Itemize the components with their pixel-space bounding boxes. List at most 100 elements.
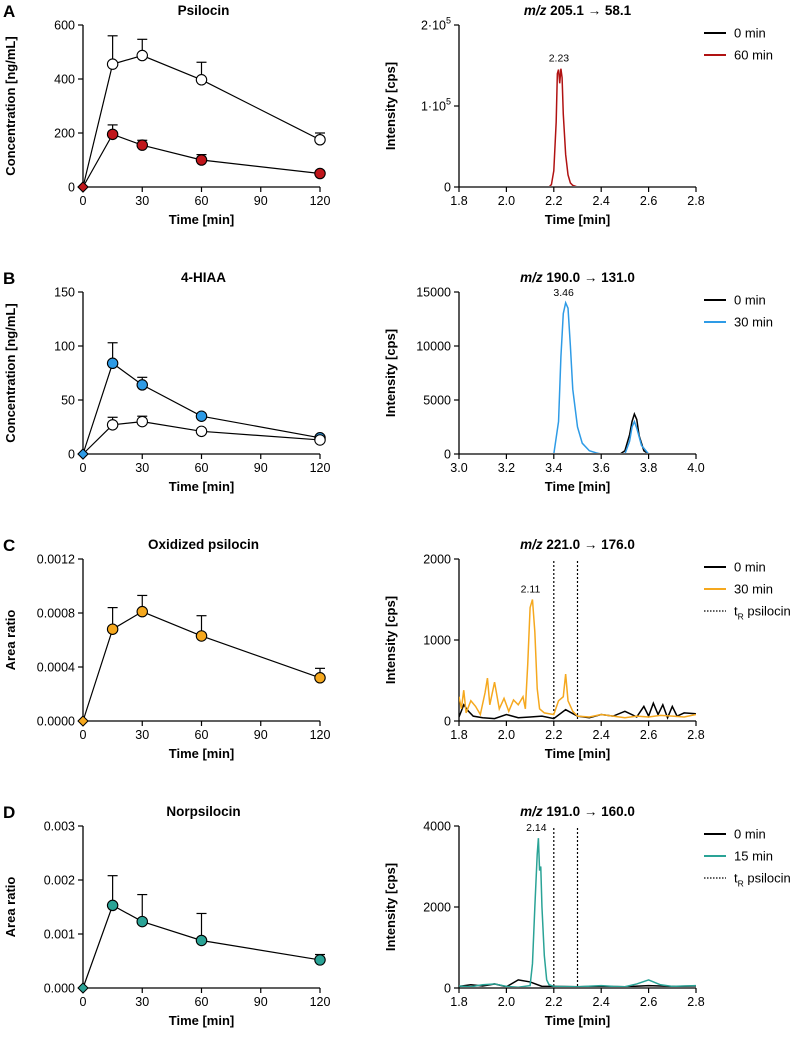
title-mz: m/z: [520, 270, 543, 285]
x-tick-label: 2.8: [687, 728, 704, 742]
x-axis-label: Time [min]: [169, 479, 235, 494]
data-point: [314, 134, 326, 146]
legend-text: 0 min: [734, 26, 766, 41]
y-tick-label: 0.0000: [37, 715, 75, 729]
y-tick-label: 1·105: [421, 97, 451, 114]
series-filled: [77, 594, 326, 727]
data-point: [195, 154, 208, 166]
panel-D-chromatogram: m/z 191.0 → 160.0 1.8 2.0 2.2 2.4 2.6 2.8 0 2000…: [383, 804, 791, 1028]
y-axis-label: Intensity [cps]: [383, 329, 398, 417]
x-tick-label: 2.4: [593, 995, 610, 1009]
data-point: [195, 410, 208, 422]
chart-title: Oxidized psilocin: [148, 537, 259, 552]
title-transition: 221.0 → 176.0: [543, 537, 635, 552]
data-point: [106, 623, 119, 635]
chart-title: m/z 190.0 → 131.0: [520, 270, 635, 285]
data-point: [136, 139, 149, 151]
x-tick-label: 90: [254, 194, 268, 208]
title-mz: m/z: [520, 537, 543, 552]
data-point: [195, 630, 208, 642]
x-tick-label: 30: [135, 194, 149, 208]
data-point: [136, 415, 149, 428]
x-tick-label: 0: [80, 728, 87, 742]
title-transition: 205.1 → 58.1: [546, 3, 631, 18]
x-tick-label: 1.8: [450, 728, 467, 742]
x-tick-label: 2.4: [593, 728, 610, 742]
x-axis-label: Time [min]: [545, 746, 611, 761]
x-tick-label: 120: [310, 995, 331, 1009]
y-axis-label: Intensity [cps]: [383, 596, 398, 684]
y-tick-base: 0: [444, 181, 451, 195]
chart-title: 4-HIAA: [181, 270, 226, 285]
trace-30-min: [553, 300, 649, 453]
legend-label: tR psilocin: [734, 871, 791, 889]
data-point: [136, 379, 149, 391]
y-tick-label: 2·105: [421, 16, 451, 33]
title-mz: m/z: [524, 3, 547, 18]
panel-letter: C: [3, 536, 15, 555]
legend-subscript: R: [738, 612, 744, 622]
legend-text: 60 min: [734, 48, 773, 63]
series-line: [82, 362, 321, 455]
y-tick-label: 0.0004: [37, 661, 75, 675]
x-tick-label: 120: [310, 194, 331, 208]
data-point-diamond: [77, 715, 89, 727]
chart-title: m/z 191.0 → 160.0: [520, 804, 635, 819]
legend-text: t: [734, 871, 738, 886]
y-tick-label: 400: [54, 73, 75, 87]
y-tick-label: 0: [68, 448, 75, 462]
data-point: [314, 954, 326, 966]
legend-text: 15 min: [734, 849, 773, 864]
title-transition: 190.0 → 131.0: [543, 270, 635, 285]
panel-B-timecourse: B 4-HIAA 0 30 60 90 120 0 50 100 150 Time [min] Conc…: [3, 269, 330, 494]
y-tick-base: 2·10: [421, 19, 446, 33]
x-tick-label: 2.6: [640, 728, 657, 742]
x-tick-label: 2.2: [545, 995, 562, 1009]
legend-label: 0 min: [734, 293, 766, 308]
legend-label: 15 min: [734, 849, 773, 864]
panel-D-timecourse: D Norpsilocin 0 30 60 90 120 0.000 0.001 0.002 0.0…: [3, 803, 330, 1028]
x-tick-label: 3.8: [640, 461, 657, 475]
data-point-diamond: [77, 181, 89, 193]
x-tick-label: 60: [195, 194, 209, 208]
title-mz: m/z: [520, 804, 543, 819]
x-tick-label: 30: [135, 995, 149, 1009]
x-tick-label: 90: [254, 995, 268, 1009]
x-tick-label: 2.6: [640, 995, 657, 1009]
y-axis-label: Intensity [cps]: [383, 62, 398, 150]
y-tick-base: 1·10: [421, 100, 446, 114]
x-tick-label: 0: [80, 995, 87, 1009]
data-point-diamond: [77, 448, 89, 460]
panel-C-chromatogram: m/z 221.0 → 176.0 1.8 2.0 2.2 2.4 2.6 2.8 0 1000…: [383, 537, 791, 761]
y-axis-label: Intensity [cps]: [383, 863, 398, 951]
legend-label: 0 min: [734, 827, 766, 842]
x-tick-label: 30: [135, 461, 149, 475]
y-tick-label: 0.001: [44, 928, 75, 942]
peak-label: 2.11: [521, 584, 541, 596]
x-tick-label: 2.0: [498, 194, 515, 208]
x-tick-label: 4.0: [687, 461, 704, 475]
y-tick-label: 4000: [423, 820, 451, 834]
chart-title: m/z 221.0 → 176.0: [520, 537, 635, 552]
y-tick-label: 0.0012: [37, 553, 75, 567]
data-point: [314, 672, 326, 684]
y-tick-label: 200: [54, 127, 75, 141]
data-point: [106, 58, 119, 70]
trace-0-min: [620, 411, 649, 453]
data-point: [195, 425, 208, 438]
trace-60-min: [548, 68, 577, 186]
y-tick-label: 0: [68, 181, 75, 195]
chart-title: Norpsilocin: [166, 804, 240, 819]
x-tick-label: 2.8: [687, 194, 704, 208]
trace-15-min: [459, 838, 696, 987]
data-point: [136, 49, 149, 62]
x-tick-label: 1.8: [450, 995, 467, 1009]
y-tick-label: 1000: [423, 634, 451, 648]
y-tick-label: 15000: [416, 286, 451, 300]
x-tick-label: 120: [310, 461, 331, 475]
x-axis-label: Time [min]: [545, 1013, 611, 1028]
panel-letter: A: [3, 2, 15, 21]
x-axis-label: Time [min]: [545, 212, 611, 227]
x-tick-label: 3.6: [593, 461, 610, 475]
